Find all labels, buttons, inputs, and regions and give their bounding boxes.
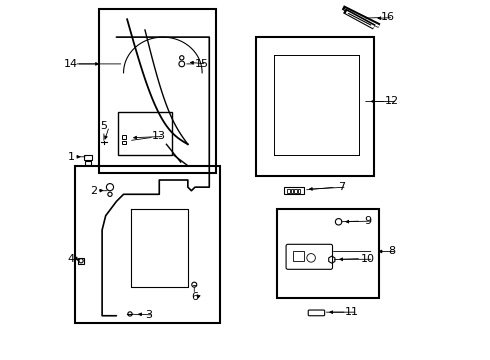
Text: 3: 3 <box>145 310 152 320</box>
Bar <box>85 161 91 165</box>
Text: 8: 8 <box>388 247 395 256</box>
Bar <box>294 189 297 193</box>
Text: 12: 12 <box>385 96 399 107</box>
Bar <box>287 189 290 193</box>
Text: 6: 6 <box>191 292 198 302</box>
Bar <box>298 189 300 193</box>
Text: 7: 7 <box>338 182 345 192</box>
Bar <box>284 187 304 194</box>
Bar <box>122 135 126 139</box>
Text: 15: 15 <box>195 59 208 69</box>
Text: 16: 16 <box>381 13 395 22</box>
Text: 2: 2 <box>90 186 97 196</box>
Text: 9: 9 <box>365 216 372 226</box>
Bar <box>78 257 84 264</box>
Bar <box>83 155 93 160</box>
Text: 13: 13 <box>152 131 166 141</box>
Text: 5: 5 <box>100 121 107 131</box>
Text: 4: 4 <box>68 253 74 264</box>
Text: 10: 10 <box>361 254 375 264</box>
Text: 11: 11 <box>345 307 359 317</box>
Text: 14: 14 <box>64 59 78 69</box>
Bar <box>293 251 304 261</box>
Text: 1: 1 <box>68 152 74 162</box>
Bar <box>291 189 293 193</box>
Bar <box>122 141 126 144</box>
